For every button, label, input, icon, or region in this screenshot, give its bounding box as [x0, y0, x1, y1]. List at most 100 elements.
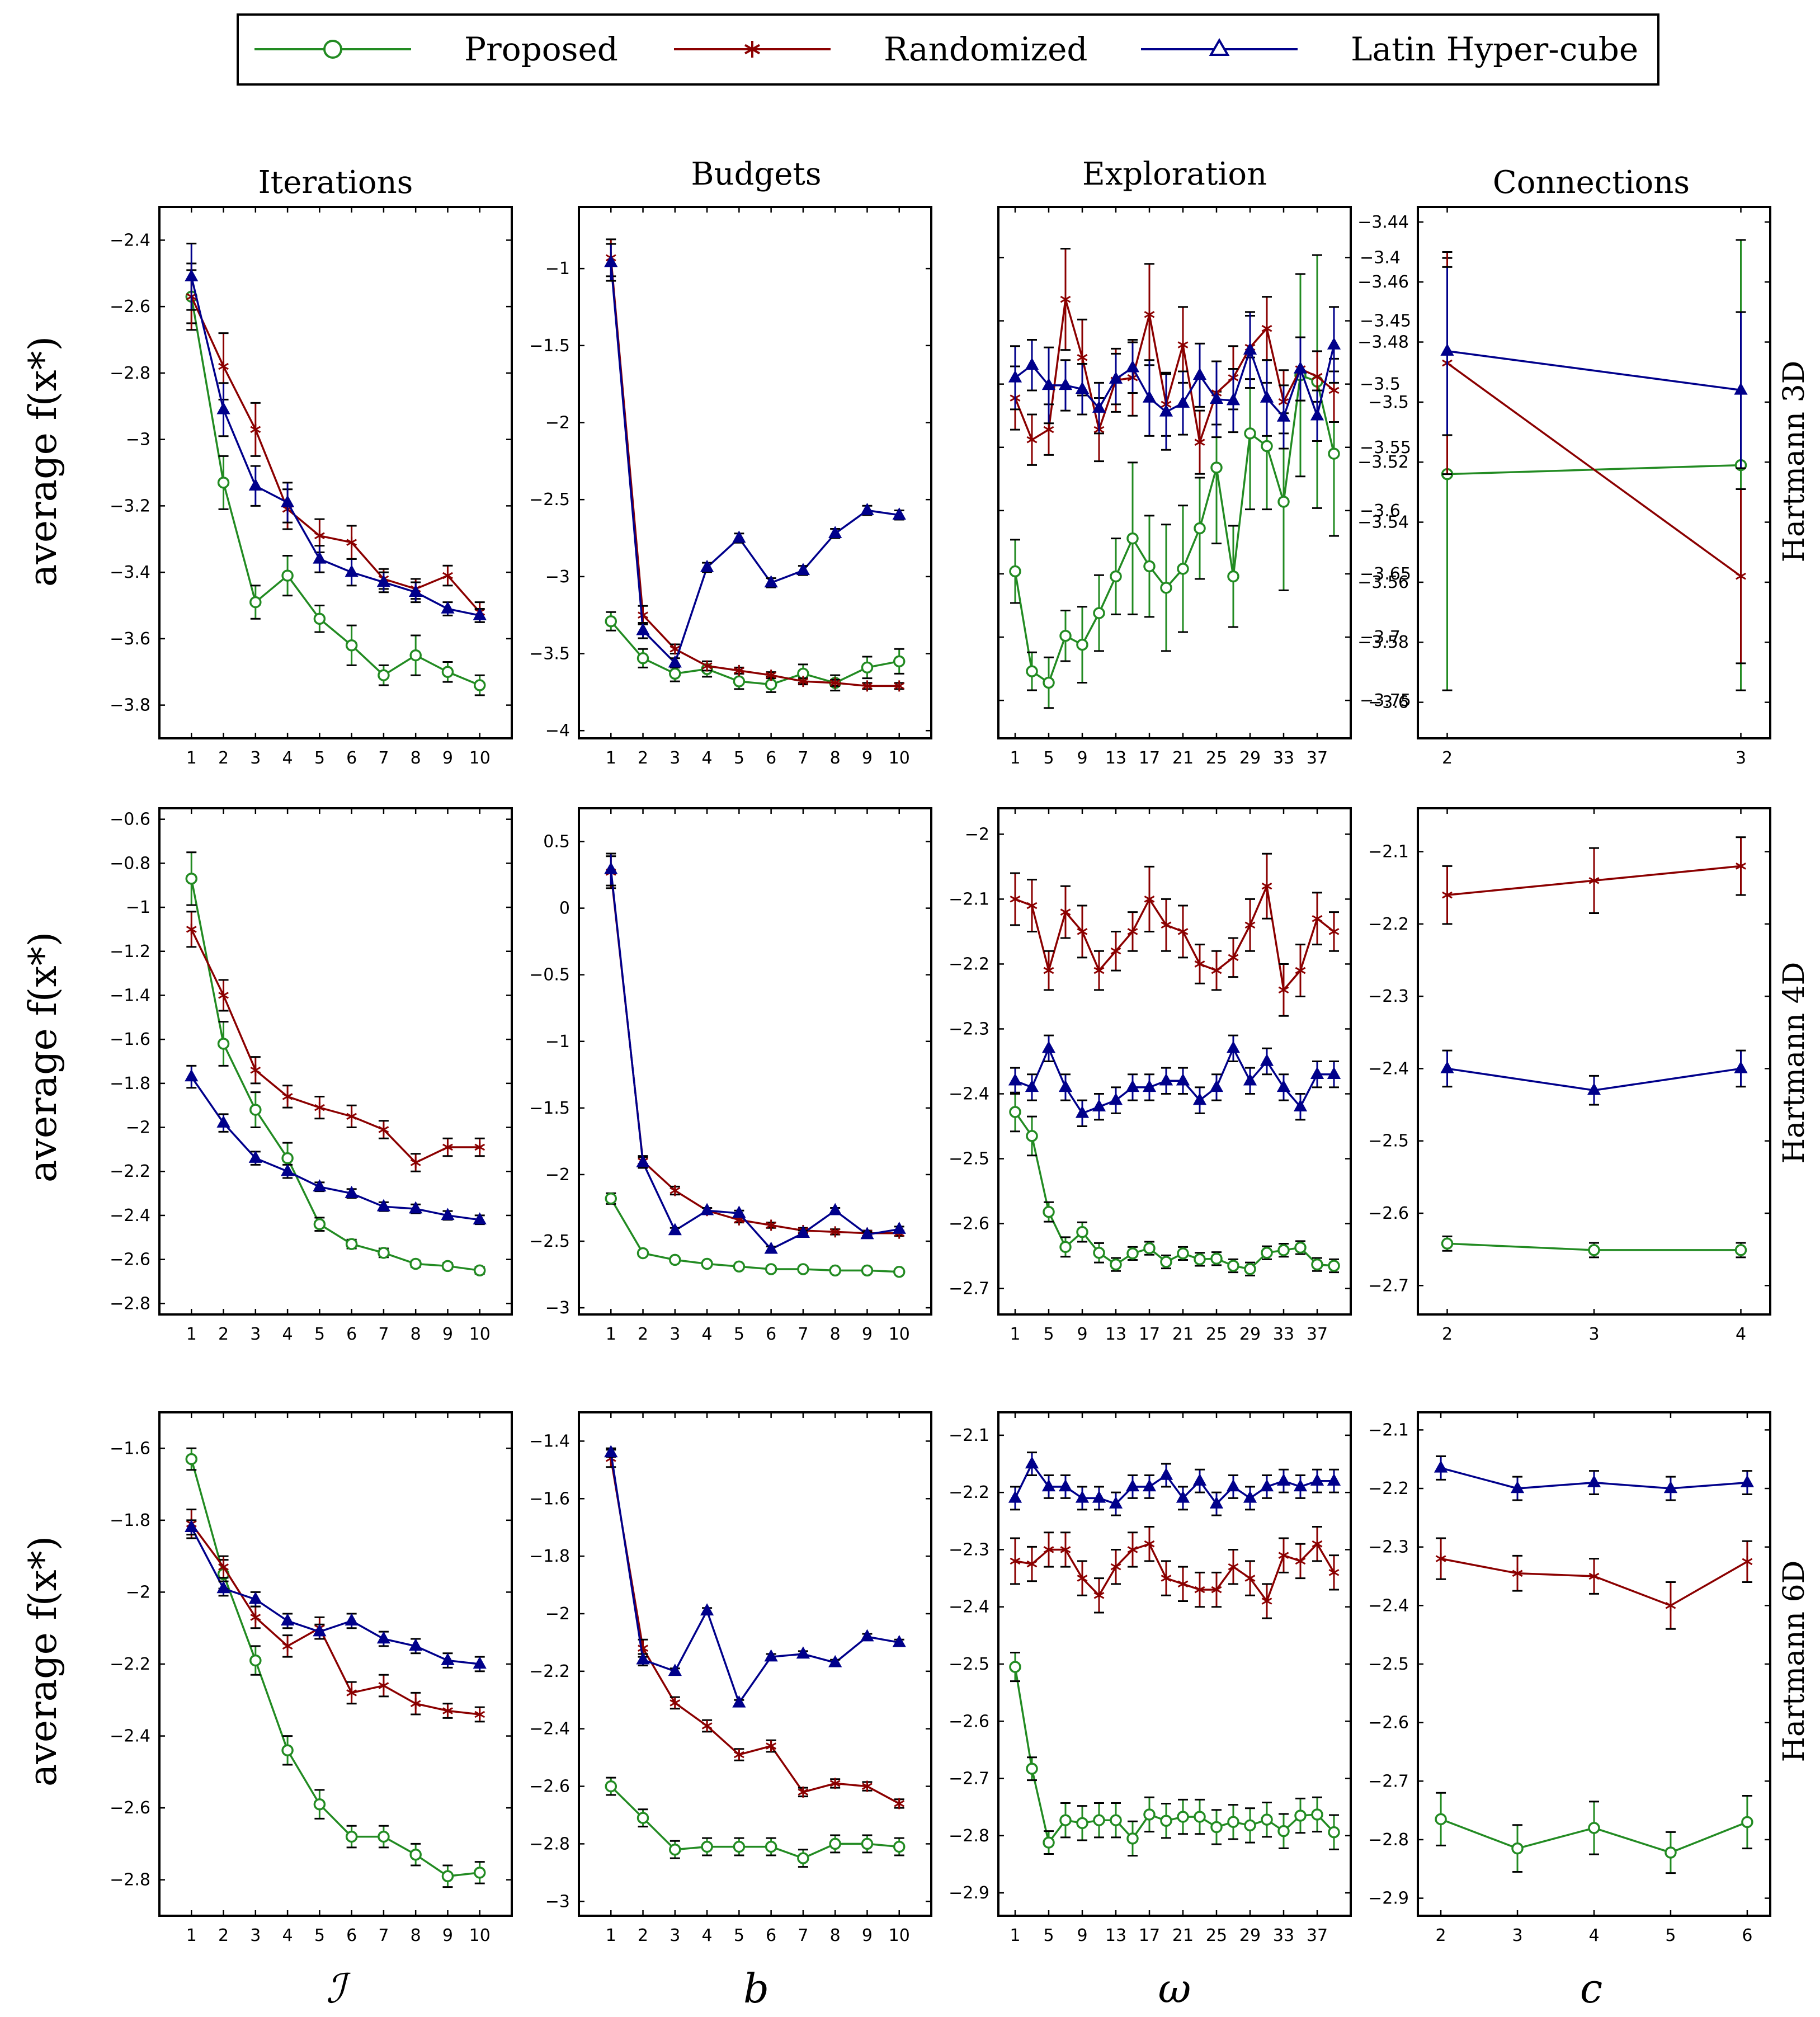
data-point-randomized — [829, 1226, 841, 1238]
data-point-latin-hyper-cube — [1209, 392, 1224, 404]
series-proposed — [1009, 1652, 1340, 1857]
data-point-randomized — [733, 1749, 744, 1760]
data-point-latin-hyper-cube — [796, 1226, 810, 1238]
data-point-latin-hyper-cube — [828, 1655, 842, 1667]
data-point-proposed — [1126, 1247, 1139, 1260]
y-tick-label: −2.7 — [1368, 1771, 1409, 1791]
data-point-latin-hyper-cube — [1008, 1073, 1022, 1086]
x-tick-label: 21 — [1172, 748, 1194, 768]
data-point-proposed — [378, 669, 390, 681]
x-tick-label: 33 — [1273, 1926, 1294, 1945]
y-tick-label: −2 — [126, 1118, 150, 1138]
data-point-latin-hyper-cube — [1092, 400, 1106, 413]
x-tick-label: 10 — [469, 1926, 491, 1945]
data-point-proposed — [797, 1263, 809, 1275]
data-point-latin-hyper-cube — [1260, 1479, 1274, 1492]
data-point-latin-hyper-cube — [1510, 1481, 1525, 1493]
data-point-randomized — [1295, 1555, 1306, 1567]
y-tick-label: −3 — [545, 567, 570, 587]
series-latin-hyper-cube — [1008, 306, 1341, 451]
data-point-randomized — [1312, 371, 1323, 383]
data-point-latin-hyper-cube — [668, 1663, 682, 1676]
data-point-latin-hyper-cube — [604, 255, 618, 267]
legend-marker-randomized — [744, 41, 760, 58]
data-point-proposed — [1511, 1842, 1524, 1855]
y-tick-label: −2.6 — [110, 1250, 150, 1270]
data-point-randomized — [1177, 339, 1189, 351]
data-point-proposed — [1277, 496, 1290, 508]
data-point-randomized — [1312, 913, 1323, 925]
data-point-latin-hyper-cube — [376, 1631, 391, 1644]
plot-frame — [578, 1411, 932, 1917]
y-tick-label: −3 — [545, 1892, 570, 1911]
series-randomized — [605, 238, 905, 692]
panel-r2-c1: −0.6 −0.8 −1 −1.2 −1.4 −1.6 −1.8 −2 −2.2 −2.4 −2.6… — [110, 807, 513, 1344]
y-tick-label: −1.6 — [529, 1489, 570, 1509]
data-point-proposed — [1043, 1205, 1055, 1218]
data-point-randomized — [314, 530, 325, 541]
x-axis-label-iterations: ℐ — [326, 1965, 351, 2012]
data-point-randomized — [1278, 1549, 1289, 1561]
y-tick-label: −2.5 — [529, 490, 570, 510]
panel-r3-c4: −2.1 −2.2 −2.3 −2.4 −2.5 −2.6 −2.7 −2.8 −2.9 2 3 4 5… — [1368, 1411, 1771, 1945]
data-point-randomized — [1010, 1555, 1021, 1567]
data-point-proposed — [1177, 1247, 1189, 1260]
data-point-randomized — [1261, 1595, 1272, 1607]
data-point-latin-hyper-cube — [313, 1179, 327, 1192]
data-point-latin-hyper-cube — [1025, 1080, 1039, 1092]
data-point-proposed — [1126, 532, 1139, 545]
data-point-latin-hyper-cube — [280, 1613, 295, 1626]
x-tick-label: 2 — [218, 748, 229, 768]
x-tick-label: 10 — [469, 748, 491, 768]
data-point-latin-hyper-cube — [1176, 395, 1190, 408]
data-point-latin-hyper-cube — [409, 585, 423, 597]
data-point-latin-hyper-cube — [1192, 1473, 1207, 1486]
y-tick-label: −2.5 — [1368, 1132, 1409, 1151]
x-tick-label: 2 — [1442, 748, 1453, 768]
data-point-proposed — [1160, 1815, 1172, 1827]
x-tick-label: 33 — [1273, 748, 1294, 768]
x-tick-label: 21 — [1172, 1325, 1194, 1344]
data-point-randomized — [701, 1720, 713, 1732]
data-point-latin-hyper-cube — [1058, 378, 1073, 390]
data-point-proposed — [765, 1840, 777, 1853]
data-point-proposed — [1441, 1237, 1454, 1250]
data-point-proposed — [1277, 1244, 1290, 1256]
data-point-latin-hyper-cube — [1075, 1490, 1090, 1503]
x-tick-label: 29 — [1239, 1325, 1261, 1344]
data-point-proposed — [1194, 522, 1206, 535]
x-tick-label: 17 — [1139, 1325, 1160, 1344]
panel-r3-c3: −2.1−2.2−2.3−2.4−2.5−2.6−2.7−2.8−2.91 5 9 1… — [949, 1411, 1352, 1945]
column-title-connections: Connections — [1493, 164, 1690, 201]
series-line-proposed — [190, 1459, 480, 1878]
y-tick-label: −2.1 — [1368, 842, 1409, 862]
data-point-proposed — [669, 1843, 681, 1856]
y-tick-label: −1.5 — [529, 336, 570, 356]
column-title-budgets: Budgets — [691, 156, 821, 192]
data-point-randomized — [1665, 1600, 1676, 1611]
x-tick-label: 6 — [346, 1325, 357, 1344]
data-point-proposed — [829, 1264, 841, 1277]
series-latin-hyper-cube — [185, 1064, 487, 1226]
panel-r1-c1: −2.4 −2.6 −2.8 −3 −3.2 −3.4 −3.6 −3.8 1 2 3 4 5 6 7 8 9 1… — [110, 206, 513, 768]
data-point-randomized — [669, 1697, 681, 1709]
y-tick-label: −2.2 — [1368, 1479, 1409, 1498]
data-point-latin-hyper-cube — [1092, 1490, 1106, 1503]
data-point-proposed — [1126, 1832, 1139, 1845]
y-tick-label: −3.56 — [1357, 573, 1409, 592]
legend-label-randomized: Randomized — [884, 30, 1088, 68]
data-point-latin-hyper-cube — [216, 402, 230, 414]
y-tick-label: −2 — [965, 824, 989, 844]
data-point-randomized — [1228, 1561, 1239, 1573]
data-point-randomized — [701, 660, 713, 672]
y-tick-label: −1.4 — [529, 1431, 570, 1451]
x-tick-label: 13 — [1105, 748, 1126, 768]
data-point-latin-hyper-cube — [1159, 1073, 1173, 1086]
data-point-randomized — [314, 1102, 325, 1114]
data-point-randomized — [1736, 571, 1746, 582]
y-tick-label: −2.8 — [1368, 1830, 1409, 1850]
data-point-randomized — [1295, 965, 1306, 977]
data-point-proposed — [1177, 563, 1189, 575]
data-point-latin-hyper-cube — [409, 1638, 423, 1651]
y-tick-label: −2.8 — [529, 1834, 570, 1854]
